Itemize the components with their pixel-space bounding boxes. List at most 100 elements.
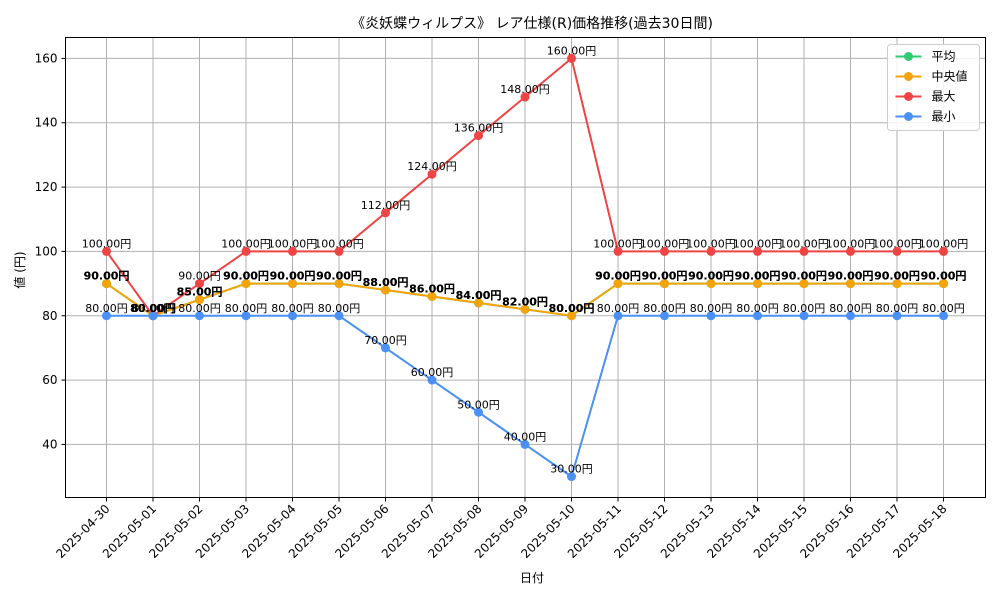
data-label: 85.00円 [177,286,223,299]
y-tick-label: 160 [35,51,58,65]
data-label: 80.00円 [225,302,268,315]
y-tick-label: 100 [35,244,58,258]
data-label: 100.00円 [82,237,132,250]
data-label: 82.00円 [502,295,548,308]
data-label: 90.00円 [874,270,920,283]
data-point [660,279,669,289]
data-point [520,304,530,314]
data-point [799,311,809,321]
data-label: 90.00円 [735,270,781,283]
data-point [706,246,716,256]
data-label: 60.00円 [411,366,454,379]
data-label: 90.00円 [84,270,130,283]
data-point [334,311,344,321]
data-point [474,407,483,417]
data-label: 100.00円 [779,237,829,250]
data-point [381,343,390,353]
data-point [195,295,204,305]
data-label: 90.00円 [781,270,827,283]
data-label: 148.00円 [500,83,550,96]
data-label: 80.00円 [85,302,128,315]
data-label: 90.00円 [921,270,967,283]
legend-entry-label: 平均 [932,50,956,64]
legend-swatch-marker [904,112,913,121]
data-label: 80.00円 [549,302,595,315]
data-label: 90.00円 [688,270,734,283]
data-point [892,311,902,321]
data-point [613,246,623,256]
legend-swatch-marker [904,52,913,61]
y-tick-label: 60 [42,373,57,387]
data-label: 80.00円 [130,302,176,315]
data-point [846,246,855,256]
data-point [474,131,483,141]
data-label: 90.00円 [642,270,688,283]
data-label: 82.00円 [502,295,548,308]
data-label: 80.00円 [690,302,733,315]
data-label: 80.00円 [549,302,595,315]
data-label: 80.00円 [132,302,175,315]
chart-title: 《炎妖蝶ウィルプス》 レア仕様(R)価格推移(過去30日間) [351,16,713,32]
data-point [381,285,390,295]
data-label: 90.00円 [874,270,920,283]
data-label: 84.00円 [456,289,502,302]
data-point [613,279,623,289]
data-label: 80.00円 [132,302,175,315]
data-point [288,279,297,289]
data-label: 86.00円 [409,282,455,295]
data-point [148,311,158,321]
data-label: 80.00円 [643,302,686,315]
data-label: 80.00円 [736,302,779,315]
data-point [613,311,623,321]
data-label: 100.00円 [640,237,690,250]
data-point [660,311,669,321]
legend-swatch-marker [904,72,913,81]
data-label: 90.00円 [828,270,874,283]
data-point [241,311,251,321]
data-point [288,246,297,256]
legend-entry-label: 最大 [932,90,956,104]
data-label: 90.00円 [316,270,362,283]
data-label: 100.00円 [872,237,922,250]
data-point [381,208,390,218]
data-label: 80.00円 [876,302,919,315]
data-label: 90.00円 [223,270,269,283]
data-point [567,311,576,321]
data-point [520,439,530,449]
y-tick-label: 40 [42,437,57,451]
data-label: 90.00円 [828,270,874,283]
data-point [753,246,762,256]
data-point [102,311,111,321]
data-label: 70.00円 [364,334,407,347]
data-label: 100.00円 [733,237,783,250]
series-layer [102,53,948,482]
y-axis-label: 値 (円) [12,251,27,288]
y-tick-label: 140 [35,116,58,130]
data-point [846,279,855,289]
data-label: 90.00円 [84,270,130,283]
data-point [892,279,902,289]
legend-swatch-marker [904,92,913,101]
data-label: 90.00円 [316,270,362,283]
data-point [939,279,948,289]
y-tick-label: 120 [35,180,58,194]
data-label: 100.00円 [314,237,364,250]
data-label: 88.00円 [363,276,409,289]
data-point [799,246,809,256]
data-point [706,311,716,321]
data-point [288,311,297,321]
data-label: 100.00円 [919,237,969,250]
data-label: 90.00円 [595,270,641,283]
data-point [520,92,530,102]
data-point [799,279,809,289]
data-label: 80.00円 [829,302,872,315]
data-label: 85.00円 [177,286,223,299]
grid [65,37,986,498]
data-label: 90.00円 [178,270,221,283]
data-point [753,311,762,321]
legend-entry-label: 最小 [932,110,956,124]
data-label: 40.00円 [504,430,547,443]
data-label: 80.00円 [783,302,826,315]
